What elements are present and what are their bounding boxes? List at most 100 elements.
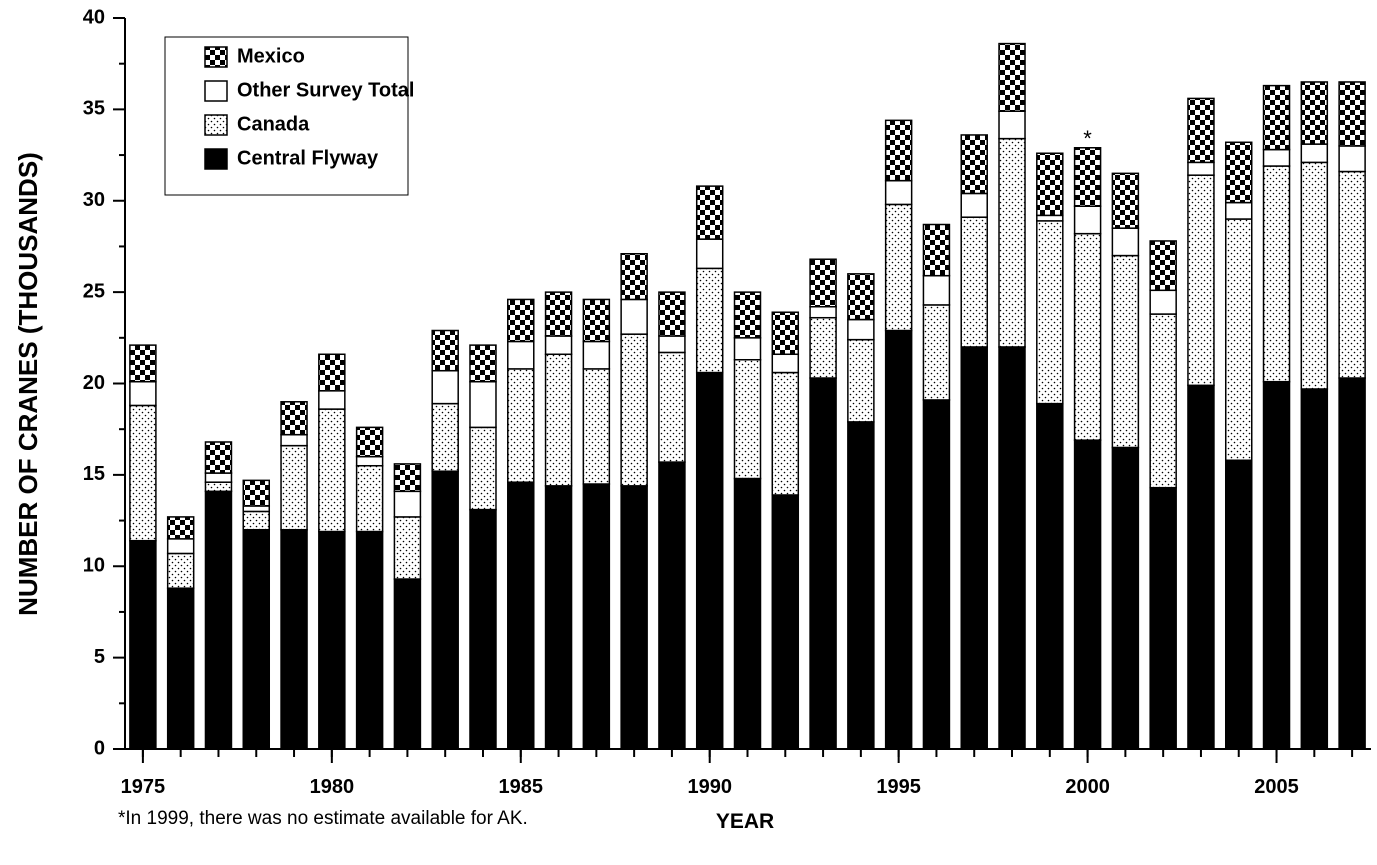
bar-segment bbox=[658, 351, 686, 463]
bar-segment bbox=[1073, 439, 1102, 750]
legend-swatch bbox=[204, 148, 228, 170]
bar-segment bbox=[1149, 289, 1177, 315]
bar-segment bbox=[204, 441, 233, 474]
y-tick-label: 20 bbox=[83, 372, 105, 394]
bar-segment bbox=[280, 444, 308, 531]
bar-segment bbox=[960, 216, 988, 348]
bar-segment bbox=[204, 472, 233, 483]
bar-segment bbox=[960, 134, 988, 195]
bar-segment bbox=[1224, 141, 1253, 204]
y-tick-label: 30 bbox=[83, 189, 105, 211]
bar-segment bbox=[695, 267, 724, 374]
bar-segment bbox=[1036, 152, 1064, 217]
bar-segment bbox=[129, 539, 157, 750]
bar-segment bbox=[922, 223, 951, 277]
bar-segment bbox=[922, 399, 951, 750]
bar-segment bbox=[1111, 254, 1140, 449]
bar-segment bbox=[695, 371, 724, 750]
bar-segment bbox=[1262, 165, 1291, 383]
bar-segment bbox=[469, 380, 497, 429]
legend-label: Mexico bbox=[237, 45, 305, 67]
bar-segment bbox=[544, 353, 573, 487]
bar-segment bbox=[242, 510, 271, 531]
bar-segment bbox=[242, 505, 271, 513]
x-tick-label: 2000 bbox=[1065, 776, 1110, 798]
bar-segment bbox=[507, 298, 535, 343]
y-tick-label: 40 bbox=[83, 6, 105, 28]
bar-segment bbox=[620, 485, 648, 750]
bar-segment bbox=[884, 203, 913, 332]
bar-segment bbox=[166, 516, 195, 540]
bar-segment bbox=[1300, 81, 1329, 145]
bar-segment bbox=[1224, 459, 1253, 750]
bar-segment bbox=[695, 185, 724, 240]
bar-segment bbox=[1111, 172, 1140, 229]
bar-segment bbox=[1149, 486, 1177, 750]
bar-segment bbox=[1073, 205, 1102, 235]
bar-segment bbox=[1111, 227, 1140, 257]
bar-segment bbox=[318, 353, 346, 392]
bar-segment bbox=[1187, 161, 1215, 176]
legend-swatch bbox=[204, 114, 228, 136]
bar-segment bbox=[1338, 81, 1366, 147]
bar-segment bbox=[507, 481, 535, 750]
bar-segment bbox=[393, 463, 422, 493]
bar-segment bbox=[771, 353, 800, 374]
bar-segment bbox=[204, 490, 233, 750]
bar-segment bbox=[507, 340, 535, 370]
bar-segment bbox=[884, 179, 913, 206]
bar-segment bbox=[1338, 170, 1366, 379]
bar-segment bbox=[280, 433, 308, 447]
bar-segment bbox=[166, 552, 195, 589]
bar-segment bbox=[393, 516, 422, 580]
bar-segment bbox=[1300, 161, 1329, 390]
bar-segment bbox=[431, 470, 459, 750]
bar-segment bbox=[582, 298, 611, 343]
bar-segment bbox=[1262, 148, 1291, 167]
bar-segment bbox=[1111, 446, 1140, 750]
legend: Mexico Other Survey Total Canada Central Fl… bbox=[204, 45, 414, 170]
bar-segment bbox=[1073, 147, 1102, 207]
bar-segment bbox=[1187, 97, 1215, 164]
bar-segment bbox=[280, 528, 308, 750]
bar-segment bbox=[960, 192, 988, 218]
bar-segment bbox=[960, 346, 988, 750]
x-tick-label: 1995 bbox=[876, 776, 921, 798]
bar-segment bbox=[204, 481, 233, 493]
bar-segment bbox=[431, 402, 459, 472]
y-axis-title: NUMBER OF CRANES (THOUSANDS) bbox=[13, 152, 43, 616]
bar-segment bbox=[393, 490, 422, 518]
bar-segment bbox=[658, 335, 686, 354]
bar-segment bbox=[998, 346, 1026, 750]
bar-segment bbox=[129, 404, 157, 542]
legend-label: Other Survey Total bbox=[237, 79, 414, 101]
bar-segment bbox=[771, 494, 800, 750]
bar-segment bbox=[1187, 384, 1215, 750]
y-tick-label: 0 bbox=[94, 737, 105, 759]
bar-segment bbox=[733, 358, 762, 480]
bar-segment bbox=[658, 461, 686, 750]
bar-segment bbox=[809, 316, 837, 379]
bar-segment bbox=[469, 508, 497, 750]
bar-segment bbox=[355, 426, 384, 458]
bar-segment bbox=[695, 238, 724, 270]
bar-segment bbox=[280, 401, 308, 436]
x-axis-title: YEAR bbox=[716, 810, 774, 833]
bar-segment bbox=[998, 137, 1026, 348]
bar-segment bbox=[1149, 313, 1177, 489]
bar-segment bbox=[847, 273, 875, 321]
bar-segment bbox=[1300, 388, 1329, 750]
bar-segment bbox=[318, 390, 346, 410]
footnote: *In 1999, there was no estimate availabl… bbox=[118, 808, 528, 829]
bar-segment bbox=[847, 338, 875, 423]
legend-label: Canada bbox=[237, 113, 310, 135]
bar-segment bbox=[1224, 218, 1253, 462]
legend-swatch bbox=[204, 46, 228, 68]
bar-segment bbox=[469, 426, 497, 511]
bar-segment bbox=[431, 369, 459, 405]
bar-segment bbox=[431, 329, 459, 372]
bar-segment bbox=[658, 291, 686, 337]
bar-segment bbox=[582, 340, 611, 370]
bar-segment bbox=[355, 464, 384, 533]
bar-segment bbox=[1036, 402, 1064, 750]
